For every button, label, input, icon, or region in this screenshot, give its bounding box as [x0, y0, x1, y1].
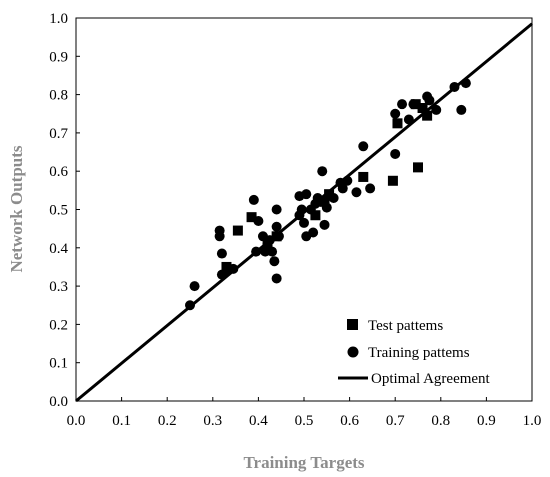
training-pattern-point [431, 104, 442, 115]
y-axis-title: Network Outputs [7, 145, 26, 272]
training-pattern-point [342, 175, 353, 186]
y-tick-label: 0.3 [49, 279, 68, 295]
training-pattern-point [328, 193, 339, 204]
training-pattern-point [351, 187, 362, 198]
training-pattern-point [424, 95, 435, 106]
x-axis: 0.0 0.1 0.2 0.3 0.4 0.5 0.6 0.7 0.8 0.9 1.0 [67, 397, 542, 429]
legend-label-optimal: Optimal Agreement [371, 371, 491, 387]
x-tick-label: 0.5 [295, 413, 314, 429]
y-tick-label: 0.8 [49, 88, 68, 104]
training-pattern-point [260, 246, 271, 257]
test-pattern-point [324, 189, 335, 200]
test-pattern-point [319, 196, 330, 207]
training-pattern-point [271, 204, 282, 215]
training-pattern-point [185, 300, 195, 311]
training-pattern-point [214, 225, 225, 236]
test-pattern-point [387, 175, 398, 186]
training-pattern-point [271, 221, 282, 232]
training-pattern-point [456, 104, 467, 115]
y-axis: 0.0 0.1 0.2 0.3 0.4 0.5 0.6 0.7 0.8 0.9 1.0 [49, 11, 80, 410]
training-pattern-point [264, 235, 275, 246]
training-pattern-point [449, 81, 460, 92]
x-tick-label: 0.6 [340, 413, 359, 429]
training-pattern-point [267, 246, 278, 257]
data-marks [75, 22, 533, 403]
training-pattern-point [248, 194, 259, 205]
y-tick-label: 0.7 [49, 126, 68, 142]
legend: Test pattems Training pattems Optimal Ag… [338, 318, 491, 387]
training-pattern-point [319, 219, 330, 230]
training-pattern-point [251, 246, 262, 257]
y-tick-label: 1.0 [49, 11, 68, 27]
training-pattern-point [312, 193, 323, 204]
x-tick-label: 0.3 [203, 413, 222, 429]
x-tick-label: 0.2 [158, 413, 177, 429]
training-pattern-point [403, 114, 414, 125]
y-tick-label: 0.4 [49, 241, 68, 257]
training-pattern-point [397, 99, 408, 110]
legend-marker-training [347, 346, 359, 358]
training-pattern-point [269, 256, 280, 267]
legend-marker-test [347, 319, 358, 330]
training-pattern-point [189, 281, 200, 292]
training-pattern-point [365, 183, 376, 194]
test-pattern-point [417, 103, 428, 114]
y-tick-label: 0.0 [49, 394, 68, 410]
x-tick-label: 0.9 [477, 413, 496, 429]
training-pattern-point [408, 99, 419, 110]
training-pattern-point [273, 231, 284, 242]
x-tick-label: 1.0 [523, 413, 542, 429]
test-pattern-point [246, 212, 257, 223]
x-tick-label: 0.1 [112, 413, 131, 429]
training-pattern-point [390, 108, 401, 119]
training-pattern-point [271, 273, 282, 284]
test-pattern-point [392, 118, 403, 129]
legend-label-test: Test pattems [368, 318, 443, 334]
training-pattern-point [317, 166, 328, 177]
training-pattern-point [390, 148, 401, 159]
test-pattern-point [422, 110, 433, 121]
x-axis-title: Training Targets [243, 453, 364, 472]
x-tick-label: 0.7 [386, 413, 405, 429]
x-tick-label: 0.4 [249, 413, 268, 429]
test-pattern-point [232, 225, 243, 236]
y-tick-label: 0.9 [49, 49, 68, 65]
y-tick-label: 0.6 [49, 164, 68, 180]
training-pattern-point [460, 78, 471, 89]
training-pattern-point [253, 215, 264, 226]
training-pattern-point [358, 141, 369, 152]
x-tick-label: 0.0 [67, 413, 86, 429]
test-pattern-point [310, 210, 321, 221]
test-pattern-point [413, 162, 423, 173]
training-pattern-point [301, 189, 312, 200]
y-tick-label: 0.5 [49, 203, 68, 219]
legend-label-training: Training pattems [368, 345, 470, 361]
training-pattern-point [228, 263, 239, 274]
training-pattern-point [337, 183, 348, 194]
y-tick-label: 0.1 [49, 356, 68, 372]
training-pattern-point [296, 204, 307, 215]
test-pattern-point [358, 171, 369, 182]
training-pattern-point [308, 227, 319, 238]
x-tick-label: 0.8 [431, 413, 450, 429]
y-tick-label: 0.2 [49, 317, 68, 333]
training-pattern-point [321, 202, 332, 213]
training-pattern-point [299, 217, 309, 228]
training-pattern-point [216, 248, 227, 259]
